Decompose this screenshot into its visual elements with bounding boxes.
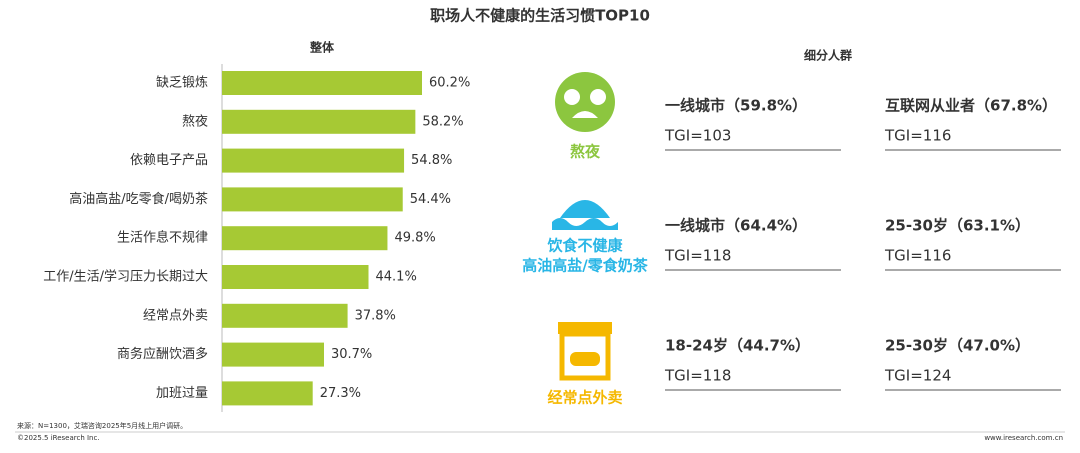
group-label: 高油高盐/零食奶茶 [522,257,648,275]
source: 来源：N=1300，艾瑞咨询2025年5月线上用户调研。 [17,421,187,430]
value-label: 27.3% [320,386,361,401]
bar [222,342,324,367]
group-label: 饮食不健康 [546,237,623,255]
y-tick-label: 工作/生活/学习压力长期过大 [43,269,208,285]
segment-name: 25-30岁（63.1%） [885,217,1030,235]
segment-name: 一线城市（59.8%） [665,97,807,115]
face-eye [590,89,606,105]
segment-tgi: TGI=118 [664,367,731,385]
bar [222,265,369,289]
bar [222,187,403,212]
value-label: 54.4% [410,192,451,207]
y-tick-label: 生活作息不规律 [117,230,208,246]
website: www.iresearch.com.cn [984,434,1063,442]
y-tick-label: 熬夜 [182,113,208,129]
group-label: 经常点外卖 [547,389,622,407]
stall-roof [558,322,612,334]
value-label: 44.1% [376,270,417,285]
face-mouth [572,111,598,118]
y-tick-label: 高油高盐/吃零食/喝奶茶 [69,191,208,207]
face-eye [564,89,580,105]
segments-title: 细分人群 [804,48,852,63]
segment-tgi: TGI=124 [884,367,951,385]
bar [222,71,422,95]
bar [222,303,348,328]
value-label: 37.8% [355,308,396,323]
bar [222,226,388,251]
segment-name: 一线城市（64.4%） [665,217,807,235]
copyright: ©2025.5 iResearch Inc. [17,434,100,442]
y-tick-label: 依赖电子产品 [130,153,208,168]
segment-name: 18-24岁（44.7%） [665,337,810,355]
y-tick-label: 加班过量 [156,386,208,401]
y-tick-label: 商务应酬饮酒多 [117,346,208,362]
value-label: 58.2% [422,114,463,129]
stall-body [559,331,611,381]
y-tick-label: 缺乏锻炼 [156,76,208,91]
y-tick-label: 经常点外卖 [143,308,208,323]
face-icon [555,72,615,132]
food-icon [560,200,610,218]
food-wave [552,218,618,230]
value-label: 54.8% [411,153,452,168]
value-label: 30.7% [331,347,372,362]
stall-window [570,352,600,366]
bar [222,381,313,406]
value-label: 49.8% [394,231,435,246]
segment-tgi: TGI=116 [884,247,951,265]
segment-tgi: TGI=118 [664,247,731,265]
bar [222,148,405,173]
bar [222,109,416,134]
chart-subtitle: 整体 [309,40,335,55]
icons [552,72,618,381]
chart-title: 职场人不健康的生活习惯TOP10 [430,7,650,25]
value-label: 60.2% [429,76,470,91]
group-label: 熬夜 [570,143,601,161]
segment-tgi: TGI=116 [884,127,951,145]
segment-tgi: TGI=103 [664,127,731,145]
segment-name: 互联网从业者（67.8%） [885,97,1057,115]
segment-name: 25-30岁（47.0%） [885,337,1030,355]
